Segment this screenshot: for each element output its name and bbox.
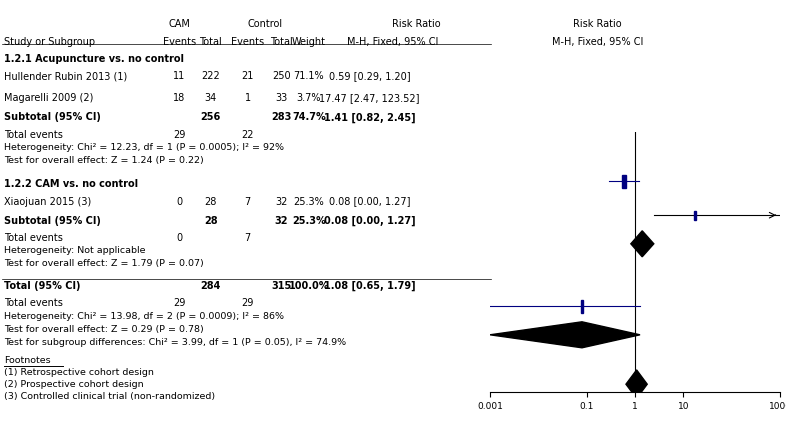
Text: 29: 29: [173, 298, 185, 308]
Text: Test for subgroup differences: Chi² = 3.99, df = 1 (P = 0.05), I² = 74.9%: Test for subgroup differences: Chi² = 3.…: [4, 338, 346, 347]
Text: 28: 28: [204, 216, 218, 226]
Text: 74.7%: 74.7%: [292, 112, 325, 122]
Text: Weight: Weight: [292, 37, 326, 47]
Bar: [623, 175, 626, 188]
Text: 0.59 [0.29, 1.20]: 0.59 [0.29, 1.20]: [329, 71, 410, 81]
Text: Total events: Total events: [4, 298, 63, 308]
Polygon shape: [631, 231, 654, 257]
Text: Xiaojuan 2015 (3): Xiaojuan 2015 (3): [4, 197, 91, 206]
Text: 0.08 [0.00, 1.27]: 0.08 [0.00, 1.27]: [329, 197, 410, 206]
Text: Events: Events: [163, 37, 196, 47]
Text: 17.47 [2.47, 123.52]: 17.47 [2.47, 123.52]: [319, 93, 420, 103]
Text: (1) Retrospective cohort design: (1) Retrospective cohort design: [4, 368, 154, 377]
Text: 256: 256: [200, 112, 221, 122]
Text: 1.2.1 Acupuncture vs. no control: 1.2.1 Acupuncture vs. no control: [4, 54, 184, 64]
Text: Heterogeneity: Chi² = 12.23, df = 1 (P = 0.0005); I² = 92%: Heterogeneity: Chi² = 12.23, df = 1 (P =…: [4, 143, 284, 152]
Text: CAM: CAM: [168, 19, 190, 29]
Text: Heterogeneity: Not applicable: Heterogeneity: Not applicable: [4, 246, 145, 255]
Text: 3.7%: 3.7%: [296, 93, 321, 103]
Polygon shape: [626, 370, 647, 398]
Text: 315: 315: [271, 281, 292, 291]
Text: 222: 222: [201, 71, 220, 81]
Text: Total (95% CI): Total (95% CI): [4, 281, 80, 291]
Text: 0: 0: [176, 197, 182, 206]
Text: Total events: Total events: [4, 130, 63, 140]
Text: Risk Ratio: Risk Ratio: [573, 19, 622, 29]
Text: 28: 28: [204, 197, 217, 206]
Text: Total events: Total events: [4, 233, 63, 243]
Text: 1.08 [0.65, 1.79]: 1.08 [0.65, 1.79]: [324, 281, 415, 291]
Text: 25.3%: 25.3%: [292, 216, 325, 226]
Text: 1.2.2 CAM vs. no control: 1.2.2 CAM vs. no control: [4, 179, 138, 189]
Text: Heterogeneity: Chi² = 13.98, df = 2 (P = 0.0009); I² = 86%: Heterogeneity: Chi² = 13.98, df = 2 (P =…: [4, 312, 284, 321]
Text: 18: 18: [173, 93, 185, 103]
Text: M-H, Fixed, 95% CI: M-H, Fixed, 95% CI: [347, 37, 439, 47]
Text: Study or Subgroup: Study or Subgroup: [4, 37, 95, 47]
Text: Test for overall effect: Z = 1.24 (P = 0.22): Test for overall effect: Z = 1.24 (P = 0…: [4, 156, 204, 165]
Text: 11: 11: [173, 71, 185, 81]
Polygon shape: [490, 322, 640, 348]
Text: Footnotes: Footnotes: [4, 356, 50, 365]
Bar: [581, 300, 583, 313]
Text: 32: 32: [274, 216, 288, 226]
Text: Total: Total: [270, 37, 292, 47]
Text: 1: 1: [244, 93, 251, 103]
Text: Test for overall effect: Z = 1.79 (P = 0.07): Test for overall effect: Z = 1.79 (P = 0…: [4, 259, 204, 268]
Text: 250: 250: [272, 71, 291, 81]
Text: Magarelli 2009 (2): Magarelli 2009 (2): [4, 93, 94, 103]
Text: 34: 34: [204, 93, 217, 103]
Text: 25.3%: 25.3%: [293, 197, 325, 206]
Text: 22: 22: [241, 130, 254, 140]
Text: 0.08 [0.00, 1.27]: 0.08 [0.00, 1.27]: [324, 216, 415, 226]
Text: Risk Ratio: Risk Ratio: [392, 19, 441, 29]
Text: 71.1%: 71.1%: [294, 71, 324, 81]
Bar: [694, 210, 696, 220]
Text: 32: 32: [275, 197, 288, 206]
Text: M-H, Fixed, 95% CI: M-H, Fixed, 95% CI: [552, 37, 643, 47]
Text: Events: Events: [231, 37, 264, 47]
Text: 7: 7: [244, 197, 251, 206]
Text: Subtotal (95% CI): Subtotal (95% CI): [4, 216, 101, 226]
Text: 21: 21: [241, 71, 254, 81]
Text: 33: 33: [275, 93, 288, 103]
Text: Total: Total: [200, 37, 222, 47]
Text: 1.41 [0.82, 2.45]: 1.41 [0.82, 2.45]: [324, 112, 415, 123]
Text: 29: 29: [241, 298, 254, 308]
Text: 100.0%: 100.0%: [288, 281, 329, 291]
Text: (3) Controlled clinical trial (non-randomized): (3) Controlled clinical trial (non-rando…: [4, 392, 215, 401]
Text: Control: Control: [248, 19, 282, 29]
Text: 283: 283: [271, 112, 292, 122]
Text: 284: 284: [200, 281, 221, 291]
Text: (2) Prospective cohort design: (2) Prospective cohort design: [4, 380, 144, 389]
Text: Subtotal (95% CI): Subtotal (95% CI): [4, 112, 101, 122]
Text: 0: 0: [176, 233, 182, 243]
Text: 29: 29: [173, 130, 185, 140]
Text: 7: 7: [244, 233, 251, 243]
Text: Hullender Rubin 2013 (1): Hullender Rubin 2013 (1): [4, 71, 127, 81]
Text: Test for overall effect: Z = 0.29 (P = 0.78): Test for overall effect: Z = 0.29 (P = 0…: [4, 325, 204, 334]
